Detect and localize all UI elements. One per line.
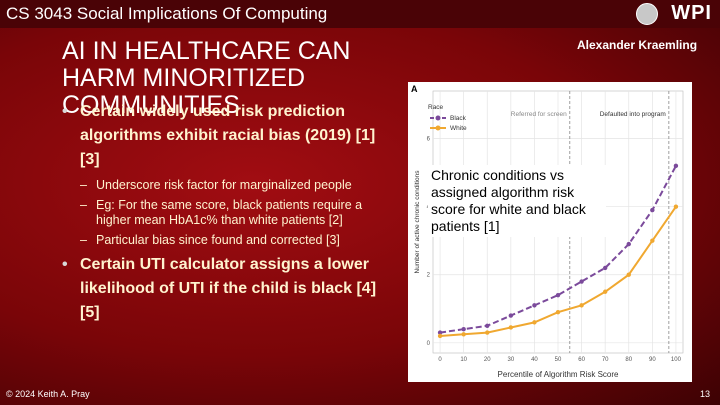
y-axis-label: Number of active chronic conditions: [414, 170, 421, 274]
y-tick-label: 0: [427, 341, 431, 347]
data-point: [650, 238, 655, 243]
figure-caption: Chronic conditions vs assigned algorithm…: [428, 165, 606, 237]
x-tick-label: 10: [460, 357, 467, 363]
bullet: Certain widely used risk prediction algo…: [58, 100, 388, 172]
data-point: [602, 265, 608, 271]
data-point: [437, 333, 443, 339]
page-number: 13: [699, 389, 710, 399]
logo-seal: [636, 3, 658, 25]
sub-bullet: Underscore risk factor for marginalized …: [58, 178, 388, 193]
data-point: [579, 303, 584, 308]
x-tick-label: 90: [649, 357, 656, 363]
y-tick-label: 2: [427, 273, 431, 279]
data-point: [461, 326, 466, 332]
data-point: [508, 325, 514, 330]
legend-marker: [435, 125, 441, 131]
bullet-list: Certain widely used risk prediction algo…: [58, 100, 388, 331]
legend-title: Race: [428, 104, 444, 111]
x-axis-label: Percentile of Algorithm Risk Score: [498, 370, 619, 379]
x-tick-label: 70: [602, 357, 609, 363]
data-point: [650, 207, 655, 213]
x-tick-label: 50: [555, 357, 562, 363]
x-tick-label: 60: [578, 357, 585, 363]
data-point: [673, 163, 679, 169]
data-point: [485, 323, 490, 328]
annotation: Referred for screen: [511, 111, 567, 118]
data-point: [555, 292, 561, 298]
sub-bullet: Particular bias since found and correcte…: [58, 233, 388, 248]
data-point: [461, 332, 466, 337]
data-point: [555, 309, 561, 315]
data-point: [532, 320, 537, 325]
data-point: [626, 272, 631, 277]
top-bar: [0, 0, 720, 28]
x-tick-label: 80: [625, 357, 632, 363]
x-tick-label: 0: [438, 357, 442, 363]
author: Alexander Kraemling: [577, 38, 698, 52]
bullet: Certain UTI calculator assigns a lower l…: [58, 253, 388, 325]
legend-label: White: [450, 125, 467, 132]
series-line: [439, 165, 677, 334]
data-point: [437, 330, 443, 335]
x-tick-label: 20: [484, 357, 491, 363]
x-tick-label: 30: [507, 357, 514, 363]
y-tick-label: 6: [427, 137, 431, 143]
data-point: [508, 313, 514, 318]
course-name: CS 3043 Social Implications Of Computing: [6, 4, 328, 23]
logo-text: WPI: [671, 2, 712, 24]
sub-bullet: Eg: For the same score, black patients r…: [58, 198, 388, 228]
data-point: [673, 204, 679, 209]
data-point: [485, 330, 490, 335]
panel-label: A: [411, 84, 418, 94]
annotation: Defaulted into program: [600, 111, 666, 118]
data-point: [532, 303, 537, 308]
legend-marker: [435, 115, 441, 121]
data-point: [579, 279, 584, 284]
legend-label: Black: [450, 115, 467, 122]
data-point: [602, 289, 608, 294]
x-tick-label: 100: [671, 357, 682, 363]
x-tick-label: 40: [531, 357, 538, 363]
data-point: [626, 241, 631, 247]
copyright: © 2024 Keith A. Pray: [6, 389, 90, 399]
